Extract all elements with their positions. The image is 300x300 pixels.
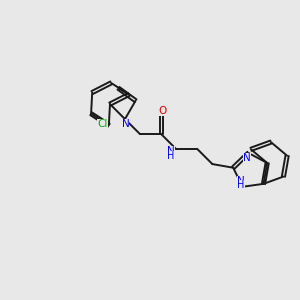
Text: N: N [122,119,129,129]
Text: H: H [237,180,245,190]
Text: N: N [237,176,245,187]
Text: N: N [243,153,251,163]
Text: N: N [167,146,175,156]
Text: O: O [158,106,166,116]
Text: H: H [167,151,175,161]
Text: Cl: Cl [98,118,108,128]
